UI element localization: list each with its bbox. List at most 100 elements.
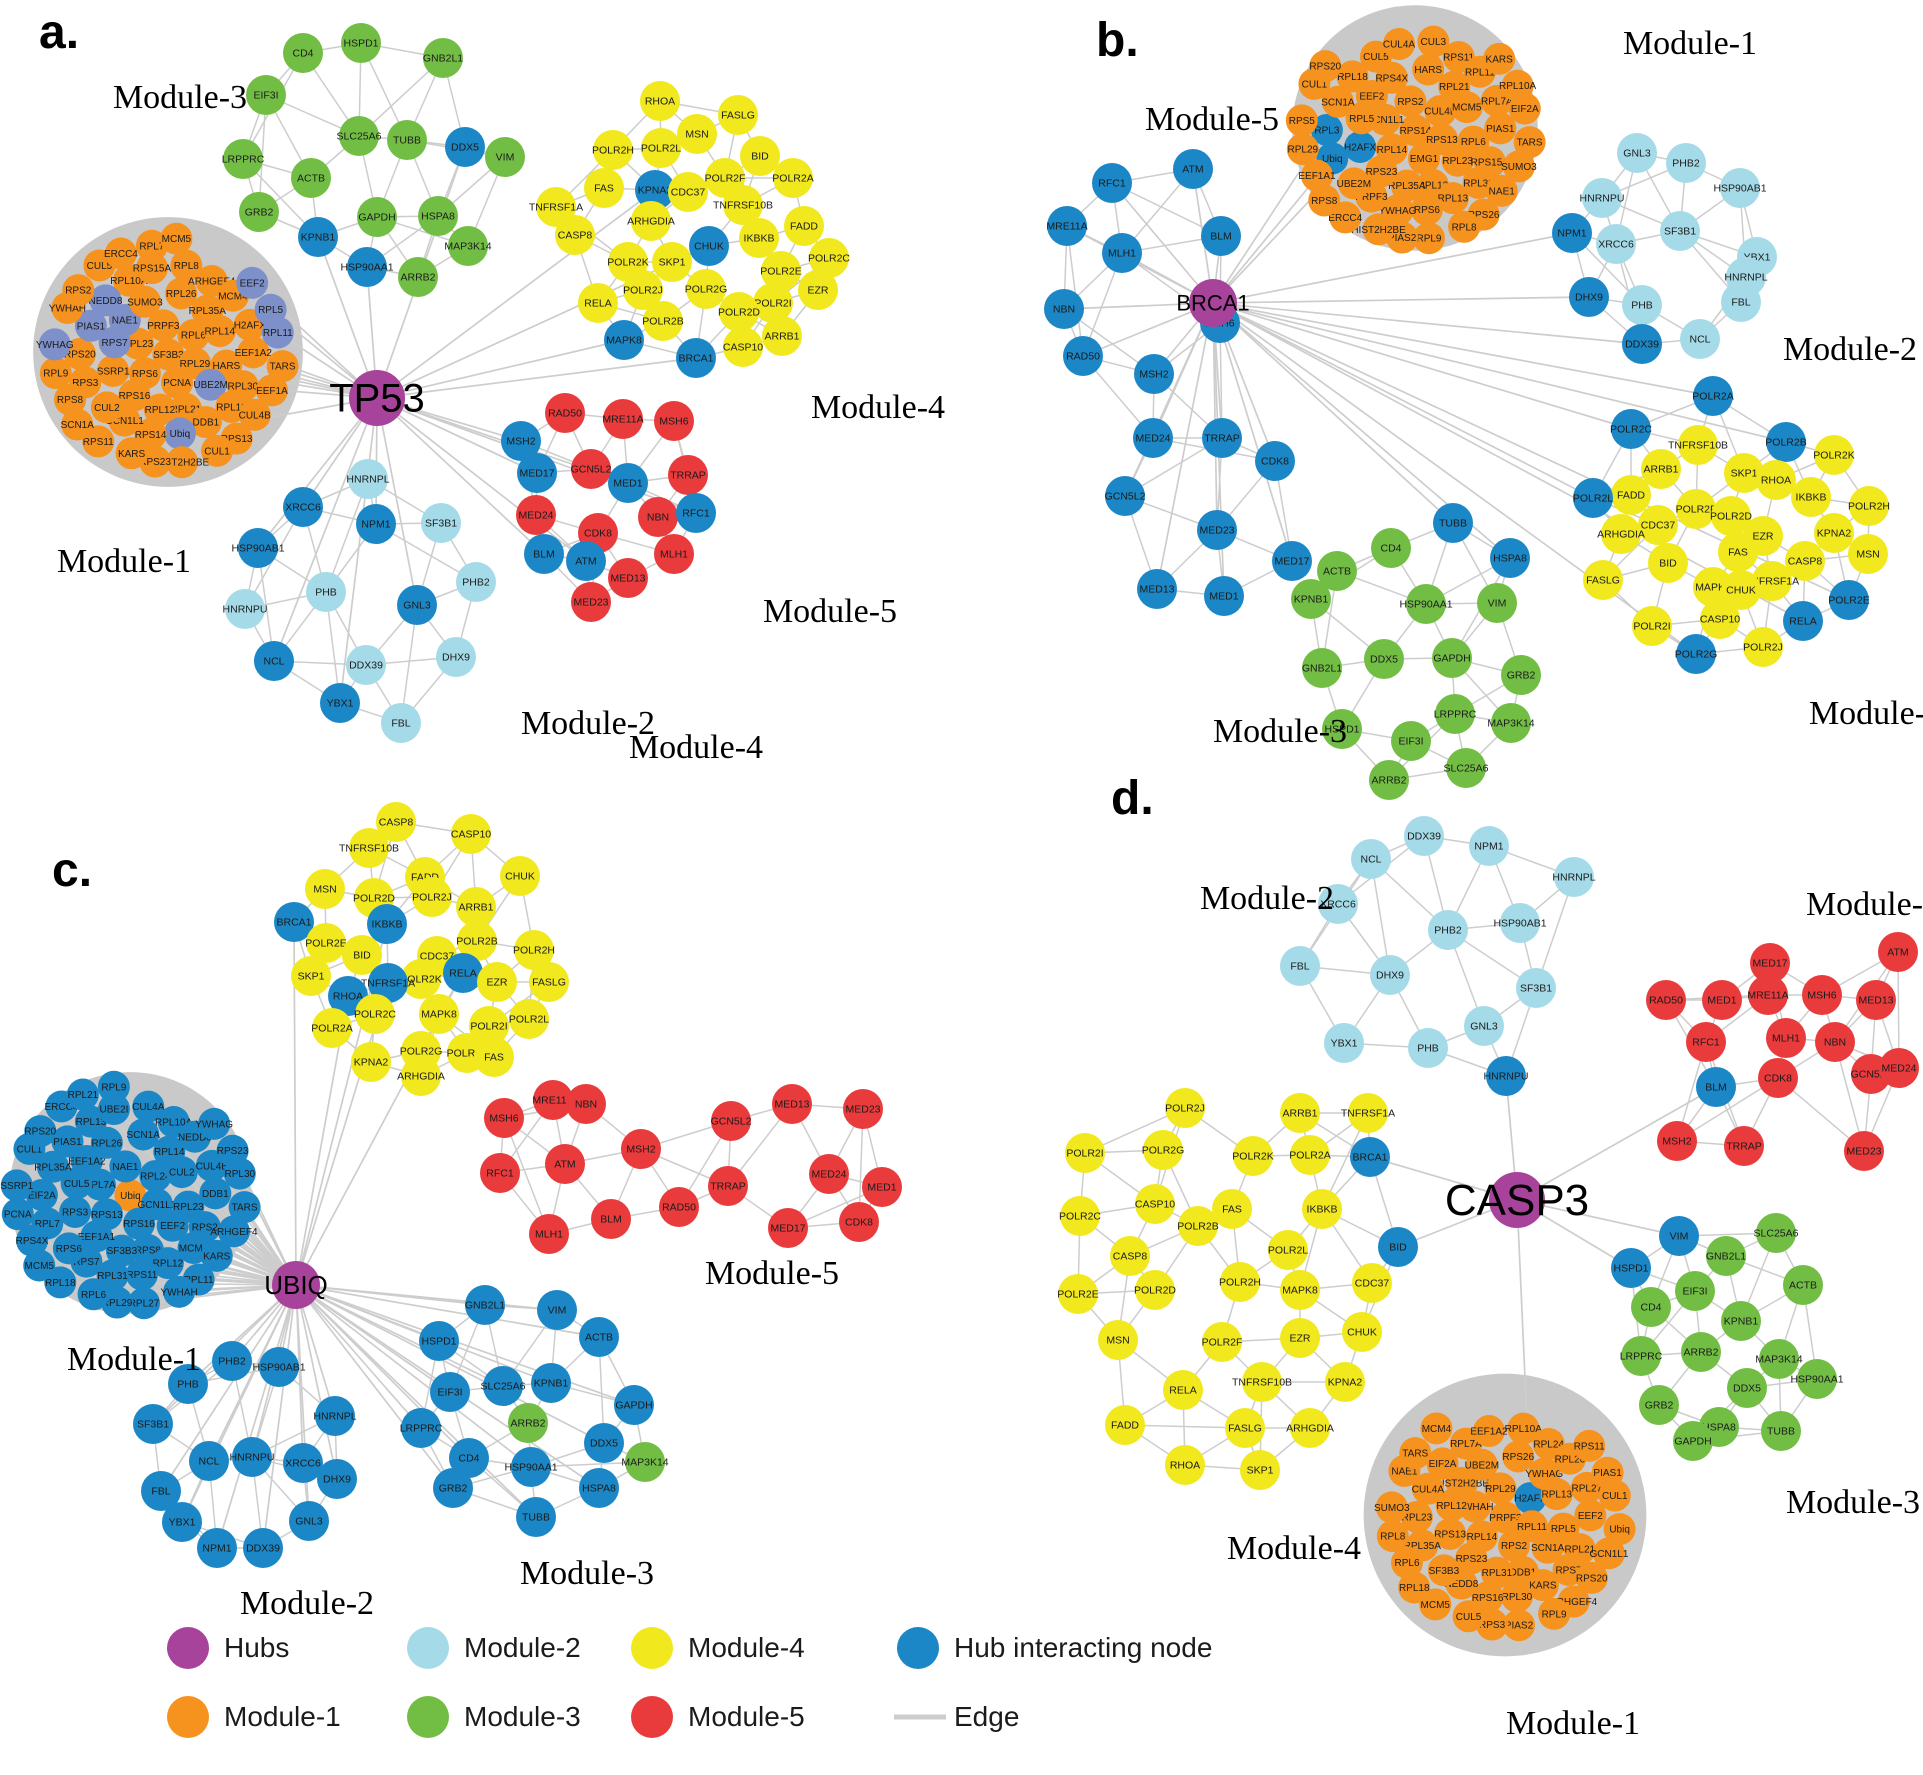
node-d-RFC1: RFC1 [1686, 1022, 1726, 1062]
node-c-KPNB1: KPNB1 [531, 1363, 571, 1403]
node-label: DHX9 [323, 1474, 351, 1486]
module-label-d-module-3: Module-3 [1786, 1484, 1920, 1521]
node-label: HSPD1 [1613, 1263, 1648, 1275]
node-d-DHX9: DHX9 [1370, 955, 1410, 995]
node-b-ARHGDIA: ARHGDIA [1597, 514, 1645, 554]
node-label: BLM [533, 549, 555, 561]
node-label: RPL35A [1388, 181, 1426, 192]
node-label: NCL [1689, 334, 1710, 346]
node-d-MAP3K14: MAP3K14 [1755, 1339, 1803, 1379]
node-label: RPL23 [173, 1202, 204, 1213]
node-label: MAPK8 [1282, 1285, 1318, 1297]
node-a-DHX9: DHX9 [436, 637, 476, 677]
node-label: RPS2 [65, 286, 92, 297]
node-label: RPL11 [184, 1275, 214, 1286]
node-label: POLR2K [607, 257, 648, 269]
node-b-CDC37: CDC37 [1638, 505, 1678, 545]
node-label: EZR [808, 285, 829, 297]
node-c-RPL7A: RPL7A [83, 1168, 116, 1201]
node-label: FASLG [1586, 575, 1620, 587]
node-label: CDC37 [420, 951, 455, 963]
module-label-d-module-1: Module-1 [1506, 1705, 1640, 1742]
node-b-RFC1: RFC1 [1092, 163, 1132, 203]
node-d-POLR2F: POLR2F [1202, 1322, 1242, 1362]
node-label: RPL23 [1402, 1512, 1433, 1523]
node-label: NCL [198, 1456, 219, 1468]
node-label: RPL35A [34, 1162, 72, 1173]
node-d-ACTB: ACTB [1783, 1265, 1823, 1305]
node-b-HARS: HARS [1412, 53, 1445, 86]
node-label: ARHGEF4 [188, 276, 236, 287]
node-label: FASLG [532, 977, 566, 989]
node-label: RPL9 [1416, 234, 1441, 245]
node-label: TNFRSF1A [1341, 1108, 1395, 1120]
node-label: SCN1A [1531, 1543, 1565, 1554]
node-label: BID [1659, 558, 1677, 570]
node-c-RPL27: RPL27 [127, 1287, 160, 1320]
node-label: EEF2 [1359, 92, 1384, 103]
node-label: MSN [1856, 549, 1879, 561]
node-label: NAE1 [112, 316, 139, 327]
node-d-EZR: EZR [1280, 1318, 1320, 1358]
node-a-TNFRSF1A: TNFRSF1A [529, 187, 583, 227]
node-c-LRPPRC: LRPPRC [400, 1408, 443, 1448]
node-b-NAE1: NAE1 [1485, 174, 1518, 207]
node-label: TUBB [1767, 1426, 1795, 1438]
node-c-Ubiq: Ubiq [114, 1179, 147, 1212]
node-label: ARHGDIA [397, 1071, 445, 1083]
node-label: GRB2 [1645, 1400, 1674, 1412]
node-label: RPL12 [1418, 181, 1449, 192]
node-c-POLR2H: POLR2H [513, 930, 555, 970]
node-c-RPL24: RPL24 [139, 1160, 172, 1193]
node-c-HSPD1: HSPD1 [419, 1321, 459, 1361]
node-a-NCL: NCL [254, 641, 294, 681]
node-label: CD4 [1380, 543, 1401, 555]
node-label: CASP8 [379, 817, 414, 829]
node-label: EEF2 [240, 278, 265, 289]
node-label: ACTB [585, 1332, 613, 1344]
node-d-EEF1A2: EEF1A2 [1470, 1415, 1508, 1448]
node-d-FBL: FBL [1280, 946, 1320, 986]
node-d-HNRNPU: HNRNPU [1484, 1056, 1528, 1096]
node-d-POLR2D: POLR2D [1134, 1270, 1176, 1310]
node-b-RHOA: RHOA [1756, 460, 1796, 500]
node-c-ARRB1: ARRB1 [456, 887, 496, 927]
node-label: RPL26 [92, 1138, 123, 1149]
node-label: Ubiq [1609, 1525, 1630, 1536]
node-c-NBN: NBN [566, 1084, 606, 1124]
node-label: BRCA1 [1352, 1152, 1387, 1164]
node-label: PHB [177, 1379, 199, 1391]
node-label: TRRAP [1204, 433, 1240, 445]
node-label: RPS6 [56, 1244, 83, 1255]
node-label: POLR2B [642, 316, 683, 328]
node-b-GNB2L1: GNB2L1 [1302, 648, 1342, 688]
node-b-POLR2H: POLR2H [1848, 486, 1890, 526]
node-label: CUL5 [1456, 1612, 1482, 1623]
node-label: MED1 [1707, 995, 1736, 1007]
node-label: RELA [1789, 616, 1816, 628]
node-a-SF3B3: SF3B3 [152, 338, 185, 371]
node-label: RPL5 [1551, 1524, 1576, 1535]
node-d-RPL6: RPL6 [1390, 1546, 1423, 1579]
node-c-CD4: CD4 [449, 1438, 489, 1478]
node-b-SLC25A6: SLC25A6 [1444, 748, 1489, 788]
node-c-ARRB2: ARRB2 [508, 1403, 548, 1443]
node-label: CUL4A [1412, 1484, 1445, 1495]
node-b-TNFRSF10B: TNFRSF10B [1668, 425, 1728, 465]
node-label: VIM [1488, 598, 1507, 610]
node-d-EIF2A: EIF2A [1426, 1447, 1459, 1480]
node-c-EEF2: EEF2 [156, 1209, 189, 1242]
node-b-CASP8: CASP8 [1785, 541, 1825, 581]
node-d-MRE11A: MRE11A [1747, 975, 1789, 1015]
node-label: RPS7 [73, 1257, 100, 1268]
node-label: PRPF3 [1355, 192, 1388, 203]
node-a-PHB: PHB [306, 572, 346, 612]
node-label: PHB [315, 587, 337, 599]
node-label: RPL18 [1337, 72, 1368, 83]
node-label: DDX39 [1407, 831, 1441, 843]
node-label: TNFRSF1A [529, 202, 583, 214]
node-label: HNRNPU [230, 1452, 275, 1464]
node-b-MCM5: MCM5 [1450, 91, 1483, 124]
node-label: PRPF3 [1489, 1513, 1522, 1524]
